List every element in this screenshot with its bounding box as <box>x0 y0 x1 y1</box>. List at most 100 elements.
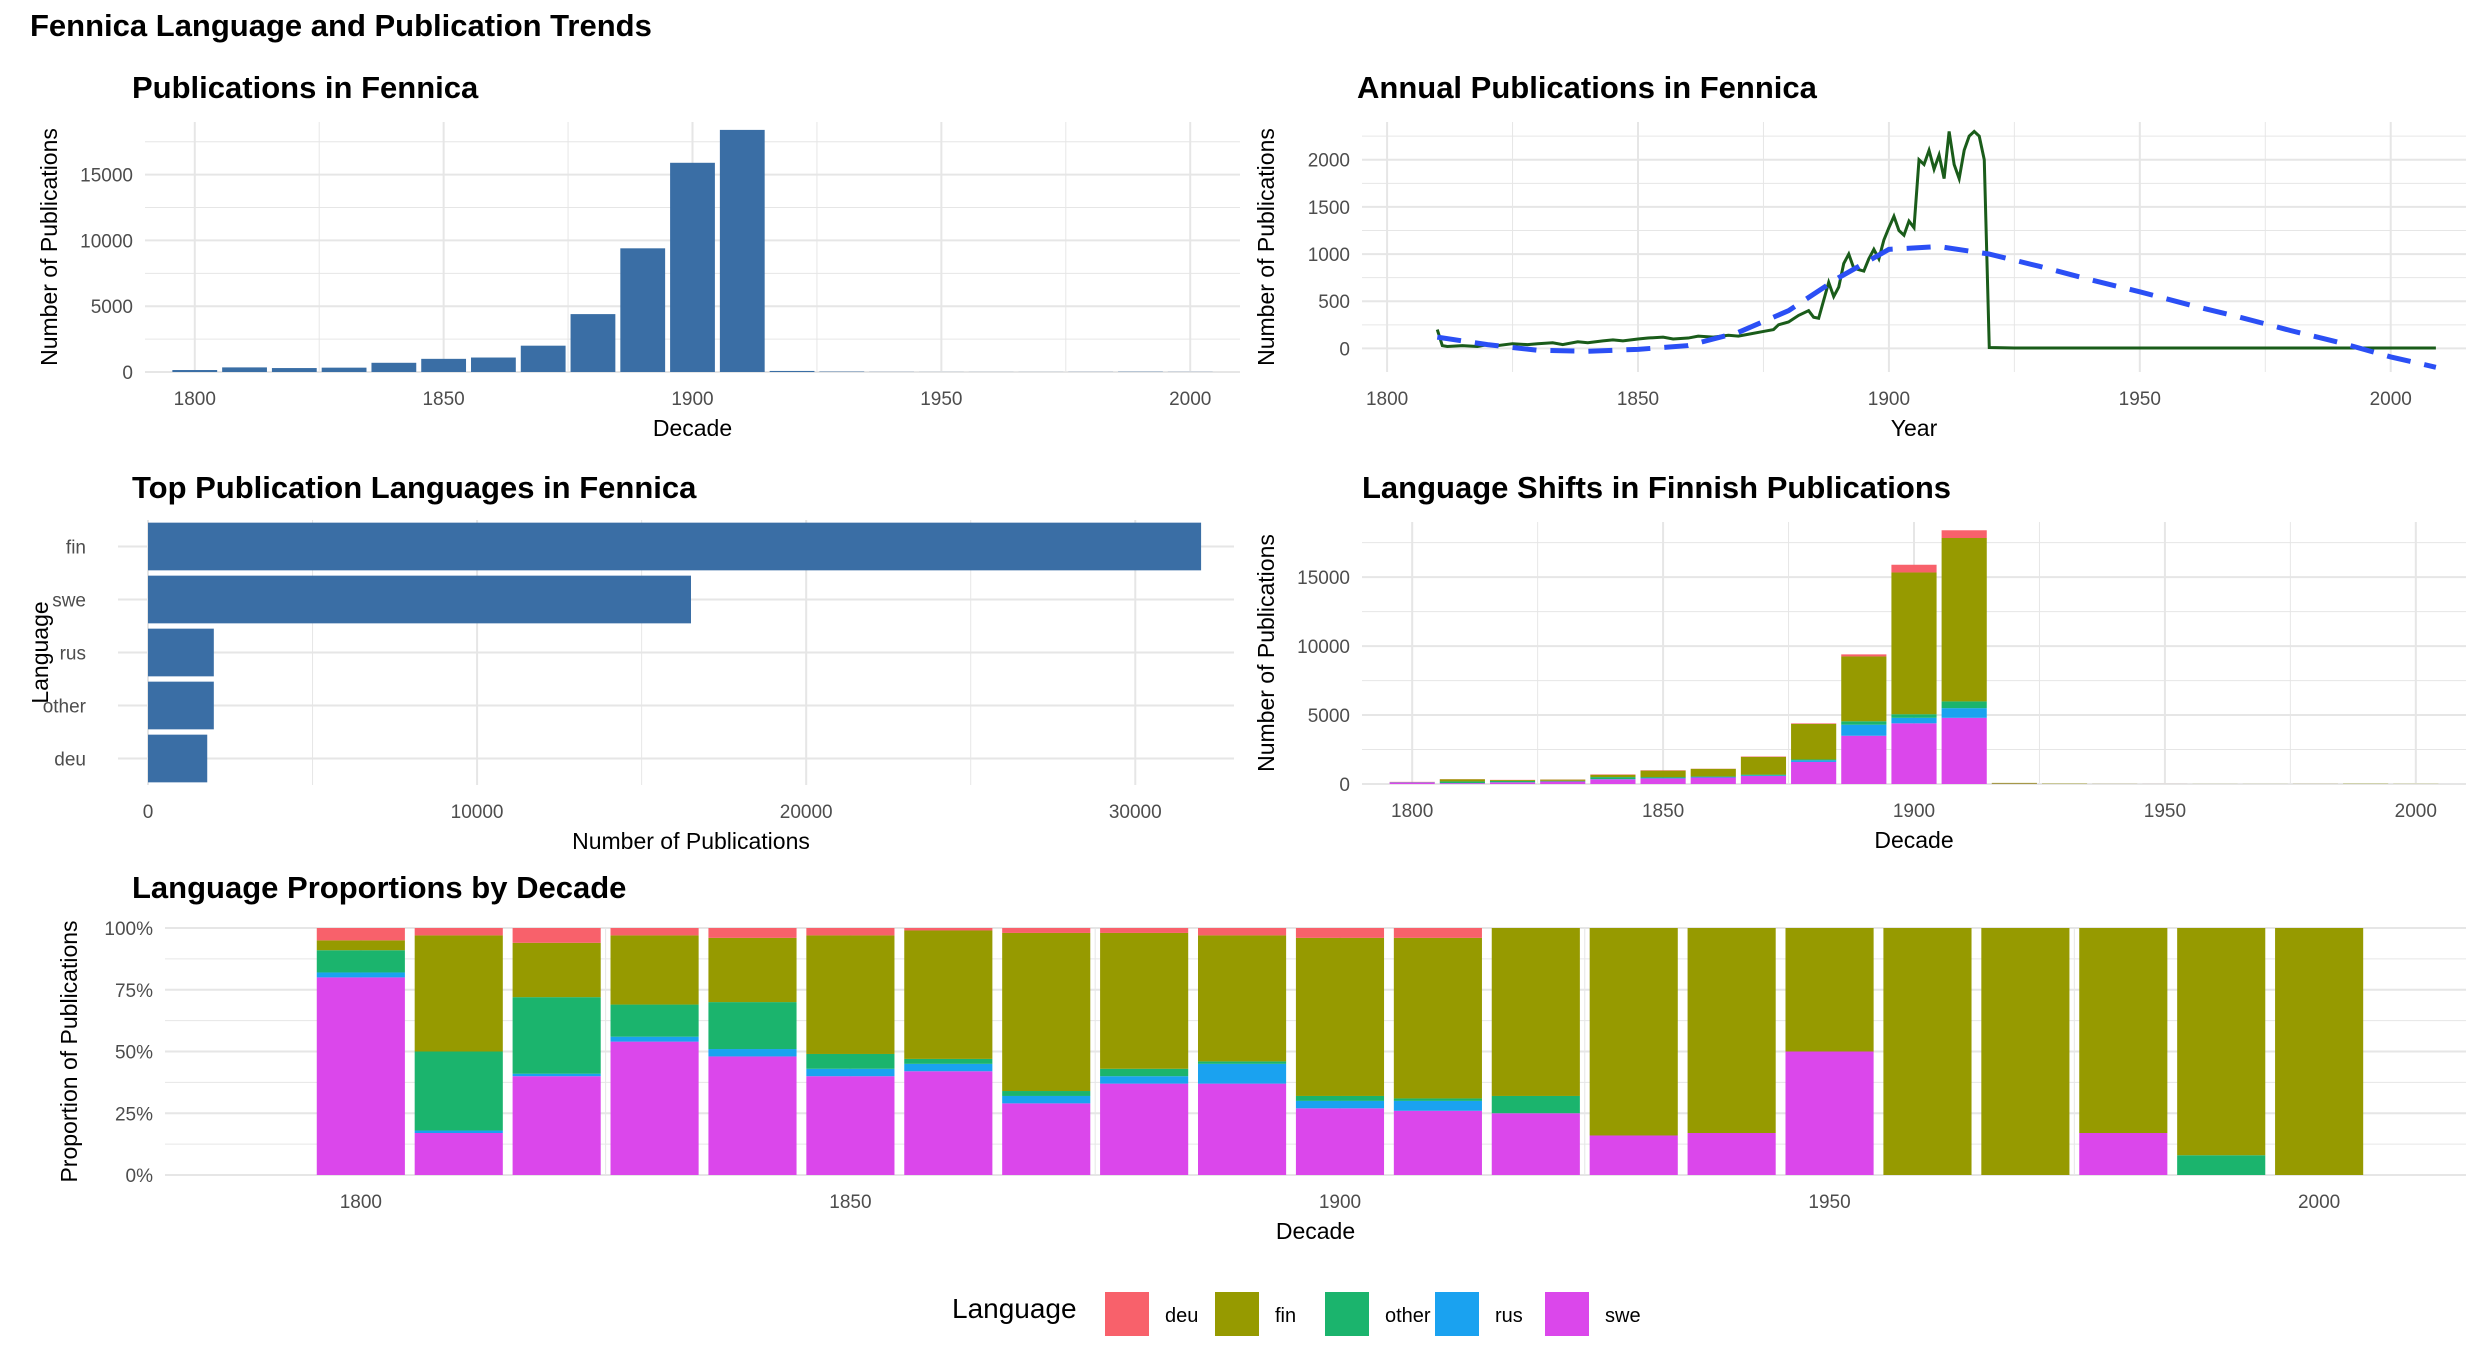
bar-decade-1880 <box>570 314 616 372</box>
bar-segment-other-1830 <box>1540 780 1586 782</box>
bar-segment-deu-1820 <box>512 928 601 943</box>
bar-segment-swe-1860 <box>904 1071 993 1175</box>
bar-segment-other-1860 <box>1690 776 1736 777</box>
bar-segment-deu-1830 <box>610 928 699 936</box>
legend-swatch-fin <box>1215 1292 1259 1336</box>
x-axis-title: Number of Publications <box>572 828 810 854</box>
bar-segment-deu-1870 <box>1002 928 1091 933</box>
x-tick-label: 1800 <box>1366 389 1408 410</box>
bar-segment-swe-1940 <box>1687 1133 1776 1175</box>
bar-segment-rus-1850 <box>806 1068 895 1077</box>
bar-segment-deu-1810 <box>414 928 503 936</box>
bar-segment-fin-1910 <box>1941 537 1987 702</box>
x-tick-label: 30000 <box>1109 802 1162 823</box>
x-tick-label: 2000 <box>2395 801 2437 822</box>
bar-language-other <box>148 681 214 730</box>
bar-segment-swe-1900 <box>1295 1108 1385 1175</box>
bar-segment-other-1810 <box>414 1051 503 1131</box>
bar-segment-other-1840 <box>1590 777 1636 780</box>
y-axis-title: Language <box>27 601 53 703</box>
bar-language-swe <box>148 575 691 624</box>
bar-segment-fin-1840 <box>1590 774 1636 778</box>
x-tick-label: 1800 <box>340 1192 382 1213</box>
y-tick-label: 50% <box>115 1043 153 1064</box>
bar-decade-1890 <box>620 248 666 372</box>
legend-label-rus: rus <box>1495 1305 1523 1327</box>
bar-decade-1850 <box>421 358 467 372</box>
chart-title: Annual Publications in Fennica <box>1357 70 1818 105</box>
bar-segment-fin-1870 <box>1002 932 1091 1092</box>
bar-segment-fin-1960 <box>1883 928 1972 1175</box>
bar-segment-fin-1950 <box>1785 928 1874 1052</box>
y-tick-label: other <box>43 697 87 718</box>
y-tick-label: 15000 <box>1297 568 1350 589</box>
legend-label-other: other <box>1385 1305 1431 1327</box>
bar-segment-fin-1850 <box>1640 770 1686 778</box>
bar-segment-rus-1910 <box>1393 1100 1482 1111</box>
chart-title: Publications in Fennica <box>132 70 479 105</box>
chart-panel-annual-line: Annual Publications in Fennica 1800 1850 19… <box>1253 70 2466 441</box>
bar-segment-fin-1820 <box>1489 780 1536 781</box>
bar-segment-fin-1890 <box>1841 656 1887 722</box>
y-axis-title: Number of Publications <box>1253 534 1279 772</box>
bar-segment-other-1820 <box>1489 780 1536 783</box>
bar-segment-swe-1860 <box>1690 777 1736 784</box>
bar-segment-swe-1800 <box>316 977 405 1175</box>
bar-segment-other-1860 <box>904 1058 993 1064</box>
bar-segment-rus-1900 <box>1295 1100 1385 1109</box>
bar-segment-other-1890 <box>1198 1061 1287 1064</box>
bar-segment-other-1900 <box>1891 714 1937 718</box>
bar-segment-fin-2000 <box>2275 928 2364 1175</box>
bar-segment-rus-1830 <box>610 1036 699 1042</box>
bar-segment-other-1810 <box>1439 781 1485 784</box>
bar-segment-rus-1870 <box>1740 775 1787 777</box>
y-tick-label: 0% <box>126 1166 154 1187</box>
bar-segment-swe-1900 <box>1891 723 1937 784</box>
bar-segment-fin-1930 <box>1589 928 1678 1136</box>
bar-segment-other-1880 <box>1791 759 1837 761</box>
x-tick-label: 0 <box>143 802 154 823</box>
x-axis-title: Year <box>1891 415 1938 441</box>
y-tick-label: 5000 <box>1308 706 1350 727</box>
x-tick-label: 1850 <box>1642 801 1684 822</box>
bar-segment-fin-1910 <box>1393 937 1482 1099</box>
x-tick-label: 1900 <box>1319 1192 1361 1213</box>
x-tick-label: 1900 <box>1868 389 1910 410</box>
bar-segment-other-1910 <box>1393 1098 1482 1101</box>
x-tick-label: 1800 <box>174 389 216 410</box>
bar-segment-deu-1910 <box>1941 530 1987 538</box>
x-tick-label: 2000 <box>2298 1192 2340 1213</box>
bar-segment-swe-1830 <box>1540 781 1586 784</box>
bar-segment-rus-1880 <box>1100 1076 1189 1084</box>
bar-segment-swe-1930 <box>1589 1135 1678 1175</box>
bar-segment-rus-1860 <box>1690 776 1736 778</box>
x-axis-title: Decade <box>653 415 732 441</box>
bar-segment-other-1830 <box>610 1004 699 1037</box>
y-axis-title: Number of Publications <box>1253 128 1279 366</box>
bar-decade-1910 <box>719 129 765 372</box>
chart-panel-language-stack: Language Shifts in Finnish Publications 1… <box>1253 470 2466 853</box>
y-axis-title: Proportion of Publications <box>56 920 82 1182</box>
bar-segment-swe-1850 <box>1640 778 1686 784</box>
bar-segment-other-1820 <box>512 997 601 1074</box>
legend-label-deu: deu <box>1165 1305 1198 1327</box>
y-tick-label: swe <box>52 591 86 612</box>
legend-swatch-deu <box>1105 1292 1149 1336</box>
bar-segment-other-1920 <box>1491 1095 1580 1114</box>
x-tick-label: 1850 <box>422 389 464 410</box>
bar-segment-deu-1900 <box>1891 564 1937 573</box>
legend-swatch-rus <box>1435 1292 1479 1336</box>
bar-segment-deu-1840 <box>708 928 797 938</box>
y-tick-label: 10000 <box>1297 637 1350 658</box>
x-tick-label: 10000 <box>451 802 504 823</box>
bar-language-rus <box>148 628 214 677</box>
y-tick-label: fin <box>66 538 86 559</box>
bar-segment-swe-1890 <box>1841 735 1887 784</box>
chart-panel-proportion-stack: Language Proportions by Decade 1800 1850 19… <box>56 870 2466 1244</box>
y-tick-label: 1000 <box>1308 245 1350 266</box>
bar-decade-1810 <box>222 367 267 372</box>
x-tick-label: 1900 <box>671 389 713 410</box>
bar-segment-fin-1900 <box>1891 572 1937 715</box>
y-tick-label: 2000 <box>1308 151 1350 172</box>
bar-segment-swe-1810 <box>1439 783 1485 784</box>
